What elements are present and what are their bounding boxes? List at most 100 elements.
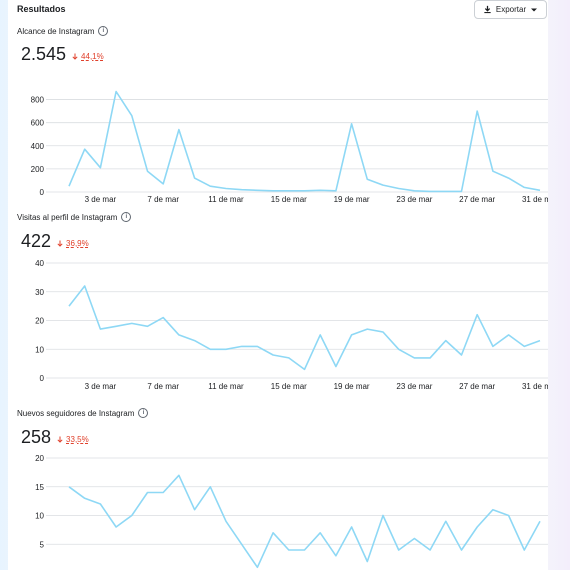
data-point[interactable] (428, 548, 433, 553)
data-point[interactable] (365, 177, 370, 182)
data-point[interactable] (98, 165, 103, 170)
data-point[interactable] (412, 188, 417, 193)
data-point[interactable] (381, 183, 386, 188)
followers-change[interactable]: 33,5% (57, 435, 89, 444)
data-point[interactable] (396, 347, 401, 352)
data-point[interactable] (443, 338, 448, 343)
data-point[interactable] (271, 353, 276, 358)
data-point[interactable] (538, 519, 543, 524)
data-point[interactable] (82, 147, 87, 152)
data-point[interactable] (522, 185, 527, 190)
data-point[interactable] (365, 559, 370, 564)
data-point[interactable] (82, 496, 87, 501)
data-point[interactable] (381, 513, 386, 518)
data-point[interactable] (67, 304, 72, 309)
data-point[interactable] (412, 536, 417, 541)
data-point[interactable] (349, 121, 354, 126)
data-point[interactable] (459, 353, 464, 358)
data-point[interactable] (208, 347, 213, 352)
data-point[interactable] (286, 188, 291, 193)
info-icon[interactable]: i (121, 212, 132, 222)
data-point[interactable] (428, 189, 433, 194)
data-point[interactable] (192, 338, 197, 343)
data-point[interactable] (381, 330, 386, 335)
data-point[interactable] (239, 542, 244, 547)
data-point[interactable] (98, 502, 103, 507)
data-point[interactable] (114, 324, 119, 329)
data-point[interactable] (271, 188, 276, 193)
data-point[interactable] (208, 484, 213, 489)
data-point[interactable] (333, 364, 338, 369)
reach-change[interactable]: 44,1% (72, 52, 104, 61)
data-point[interactable] (176, 473, 181, 478)
data-point[interactable] (161, 315, 166, 320)
data-point[interactable] (67, 484, 72, 489)
data-point[interactable] (490, 507, 495, 512)
data-point[interactable] (239, 187, 244, 192)
data-point[interactable] (318, 188, 323, 193)
data-point[interactable] (145, 324, 150, 329)
data-point[interactable] (224, 347, 229, 352)
data-point[interactable] (255, 565, 260, 570)
data-point[interactable] (145, 169, 150, 174)
data-point[interactable] (224, 519, 229, 524)
data-point[interactable] (349, 525, 354, 530)
data-point[interactable] (302, 188, 307, 193)
data-point[interactable] (490, 169, 495, 174)
data-point[interactable] (82, 284, 87, 289)
data-point[interactable] (475, 525, 480, 530)
data-point[interactable] (302, 548, 307, 553)
data-point[interactable] (396, 186, 401, 191)
data-point[interactable] (522, 344, 527, 349)
data-point[interactable] (396, 548, 401, 553)
data-point[interactable] (412, 355, 417, 360)
data-point[interactable] (522, 548, 527, 553)
data-point[interactable] (161, 181, 166, 186)
data-point[interactable] (459, 548, 464, 553)
visits-change[interactable]: 36,9% (57, 239, 89, 248)
data-point[interactable] (459, 189, 464, 194)
data-point[interactable] (318, 332, 323, 337)
data-point[interactable] (114, 525, 119, 530)
data-point[interactable] (161, 490, 166, 495)
data-point[interactable] (98, 327, 103, 332)
data-point[interactable] (475, 312, 480, 317)
data-point[interactable] (506, 513, 511, 518)
data-point[interactable] (255, 188, 260, 193)
data-point[interactable] (443, 519, 448, 524)
data-point[interactable] (192, 507, 197, 512)
data-point[interactable] (428, 355, 433, 360)
data-point[interactable] (538, 338, 543, 343)
data-point[interactable] (129, 513, 134, 518)
data-point[interactable] (365, 327, 370, 332)
data-point[interactable] (239, 344, 244, 349)
data-point[interactable] (145, 490, 150, 495)
data-point[interactable] (475, 109, 480, 114)
data-point[interactable] (208, 184, 213, 189)
data-point[interactable] (114, 89, 119, 94)
data-point[interactable] (302, 367, 307, 372)
data-point[interactable] (286, 548, 291, 553)
export-button[interactable]: Exportar (474, 0, 547, 19)
data-point[interactable] (538, 188, 543, 193)
data-point[interactable] (176, 332, 181, 337)
data-point[interactable] (224, 186, 229, 191)
data-point[interactable] (443, 189, 448, 194)
data-point[interactable] (286, 355, 291, 360)
data-point[interactable] (129, 113, 134, 118)
info-icon[interactable]: i (138, 408, 149, 418)
data-point[interactable] (192, 176, 197, 181)
data-point[interactable] (333, 553, 338, 558)
data-point[interactable] (506, 332, 511, 337)
data-point[interactable] (318, 530, 323, 535)
data-point[interactable] (176, 127, 181, 132)
data-point[interactable] (255, 344, 260, 349)
data-point[interactable] (349, 332, 354, 337)
data-point[interactable] (271, 530, 276, 535)
info-icon[interactable]: i (98, 26, 109, 36)
data-point[interactable] (506, 176, 511, 181)
data-point[interactable] (333, 188, 338, 193)
data-point[interactable] (67, 184, 72, 189)
data-point[interactable] (129, 321, 134, 326)
data-point[interactable] (490, 344, 495, 349)
